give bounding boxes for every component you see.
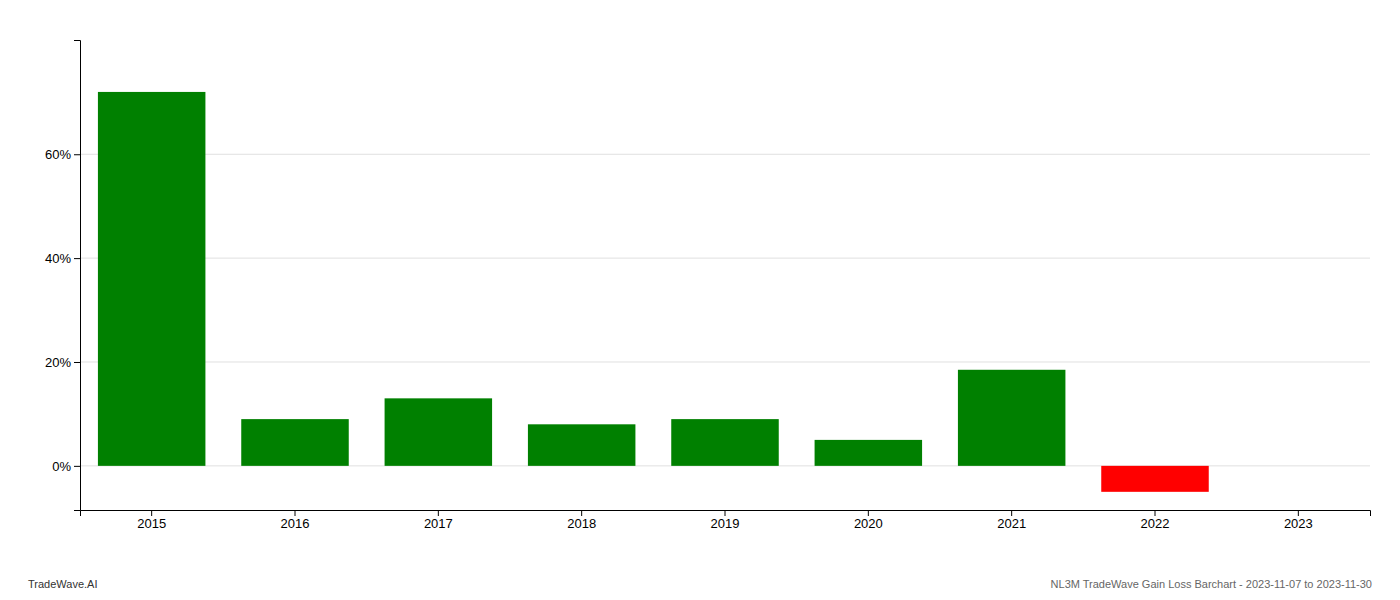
grid: [80, 154, 1370, 466]
x-tick-label: 2015: [137, 516, 166, 531]
x-tick: 2021: [997, 510, 1026, 531]
bar: [958, 370, 1066, 466]
y-tick-label: 60%: [45, 147, 71, 162]
bar: [241, 419, 349, 466]
y-tick-mark: [74, 466, 80, 467]
x-tick-mark: [438, 510, 439, 516]
x-tick-mark: [868, 510, 869, 516]
bar: [671, 419, 779, 466]
grid-line: [80, 154, 1370, 155]
plot-area: 0%20%40%60%20152016201720182019202020212…: [45, 41, 1371, 532]
y-tick-mark: [74, 362, 80, 363]
x-tick-label: 2018: [567, 516, 596, 531]
bar: [1101, 466, 1209, 492]
x-tick: 2015: [137, 510, 166, 531]
x-tick-mark: [295, 510, 296, 516]
bar: [815, 440, 923, 466]
footer-text: TradeWave.AI: [28, 578, 98, 590]
y-tick-mark: [74, 154, 80, 155]
x-tick: 2019: [711, 510, 740, 531]
y-tick: 60%: [45, 147, 80, 162]
bars: [98, 92, 1209, 492]
x-tick-label: 2021: [997, 516, 1026, 531]
x-tick-mark: [581, 510, 582, 516]
y-tick-label: 20%: [45, 355, 71, 370]
footer-text: NL3M TradeWave Gain Loss Barchart - 2023…: [1051, 578, 1372, 590]
bar: [98, 92, 205, 466]
y-tick-label: 40%: [45, 251, 71, 266]
x-tick: 2022: [1141, 510, 1170, 531]
bar: [385, 398, 493, 466]
y-tick: 20%: [45, 355, 80, 370]
x-tick-label: 2020: [854, 516, 883, 531]
chart-svg: 0%20%40%60%20152016201720182019202020212…: [0, 0, 1400, 600]
x-axis: 2015 2016 2017 2018 2019 2020 2021 2022 2023: [81, 510, 1371, 531]
y-tick: 40%: [45, 251, 80, 266]
x-tick-mark: [725, 510, 726, 516]
x-tick-label: 2022: [1141, 516, 1170, 531]
x-tick-mark: [1011, 510, 1012, 516]
x-tick: 2018: [567, 510, 596, 531]
y-tick: 0%: [52, 459, 80, 474]
x-tick-label: 2019: [711, 516, 740, 531]
x-tick: 2020: [854, 510, 883, 531]
x-tick: 2023: [1284, 510, 1313, 531]
y-axis: 0% 20% 40% 60%: [45, 41, 81, 511]
x-tick: 2017: [424, 510, 453, 531]
grid-line: [80, 361, 1370, 362]
x-tick-mark: [1155, 510, 1156, 516]
x-tick-label: 2016: [281, 516, 310, 531]
x-axis-line: [81, 511, 1371, 517]
x-tick-label: 2017: [424, 516, 453, 531]
x-tick: 2016: [281, 510, 310, 531]
x-tick-mark: [1298, 510, 1299, 516]
y-tick-mark: [74, 258, 80, 259]
bar: [528, 424, 636, 466]
x-tick-mark: [151, 510, 152, 516]
y-axis-line: [74, 41, 81, 511]
x-tick-label: 2023: [1284, 516, 1313, 531]
y-tick-label: 0%: [52, 459, 71, 474]
grid-line: [80, 258, 1370, 259]
